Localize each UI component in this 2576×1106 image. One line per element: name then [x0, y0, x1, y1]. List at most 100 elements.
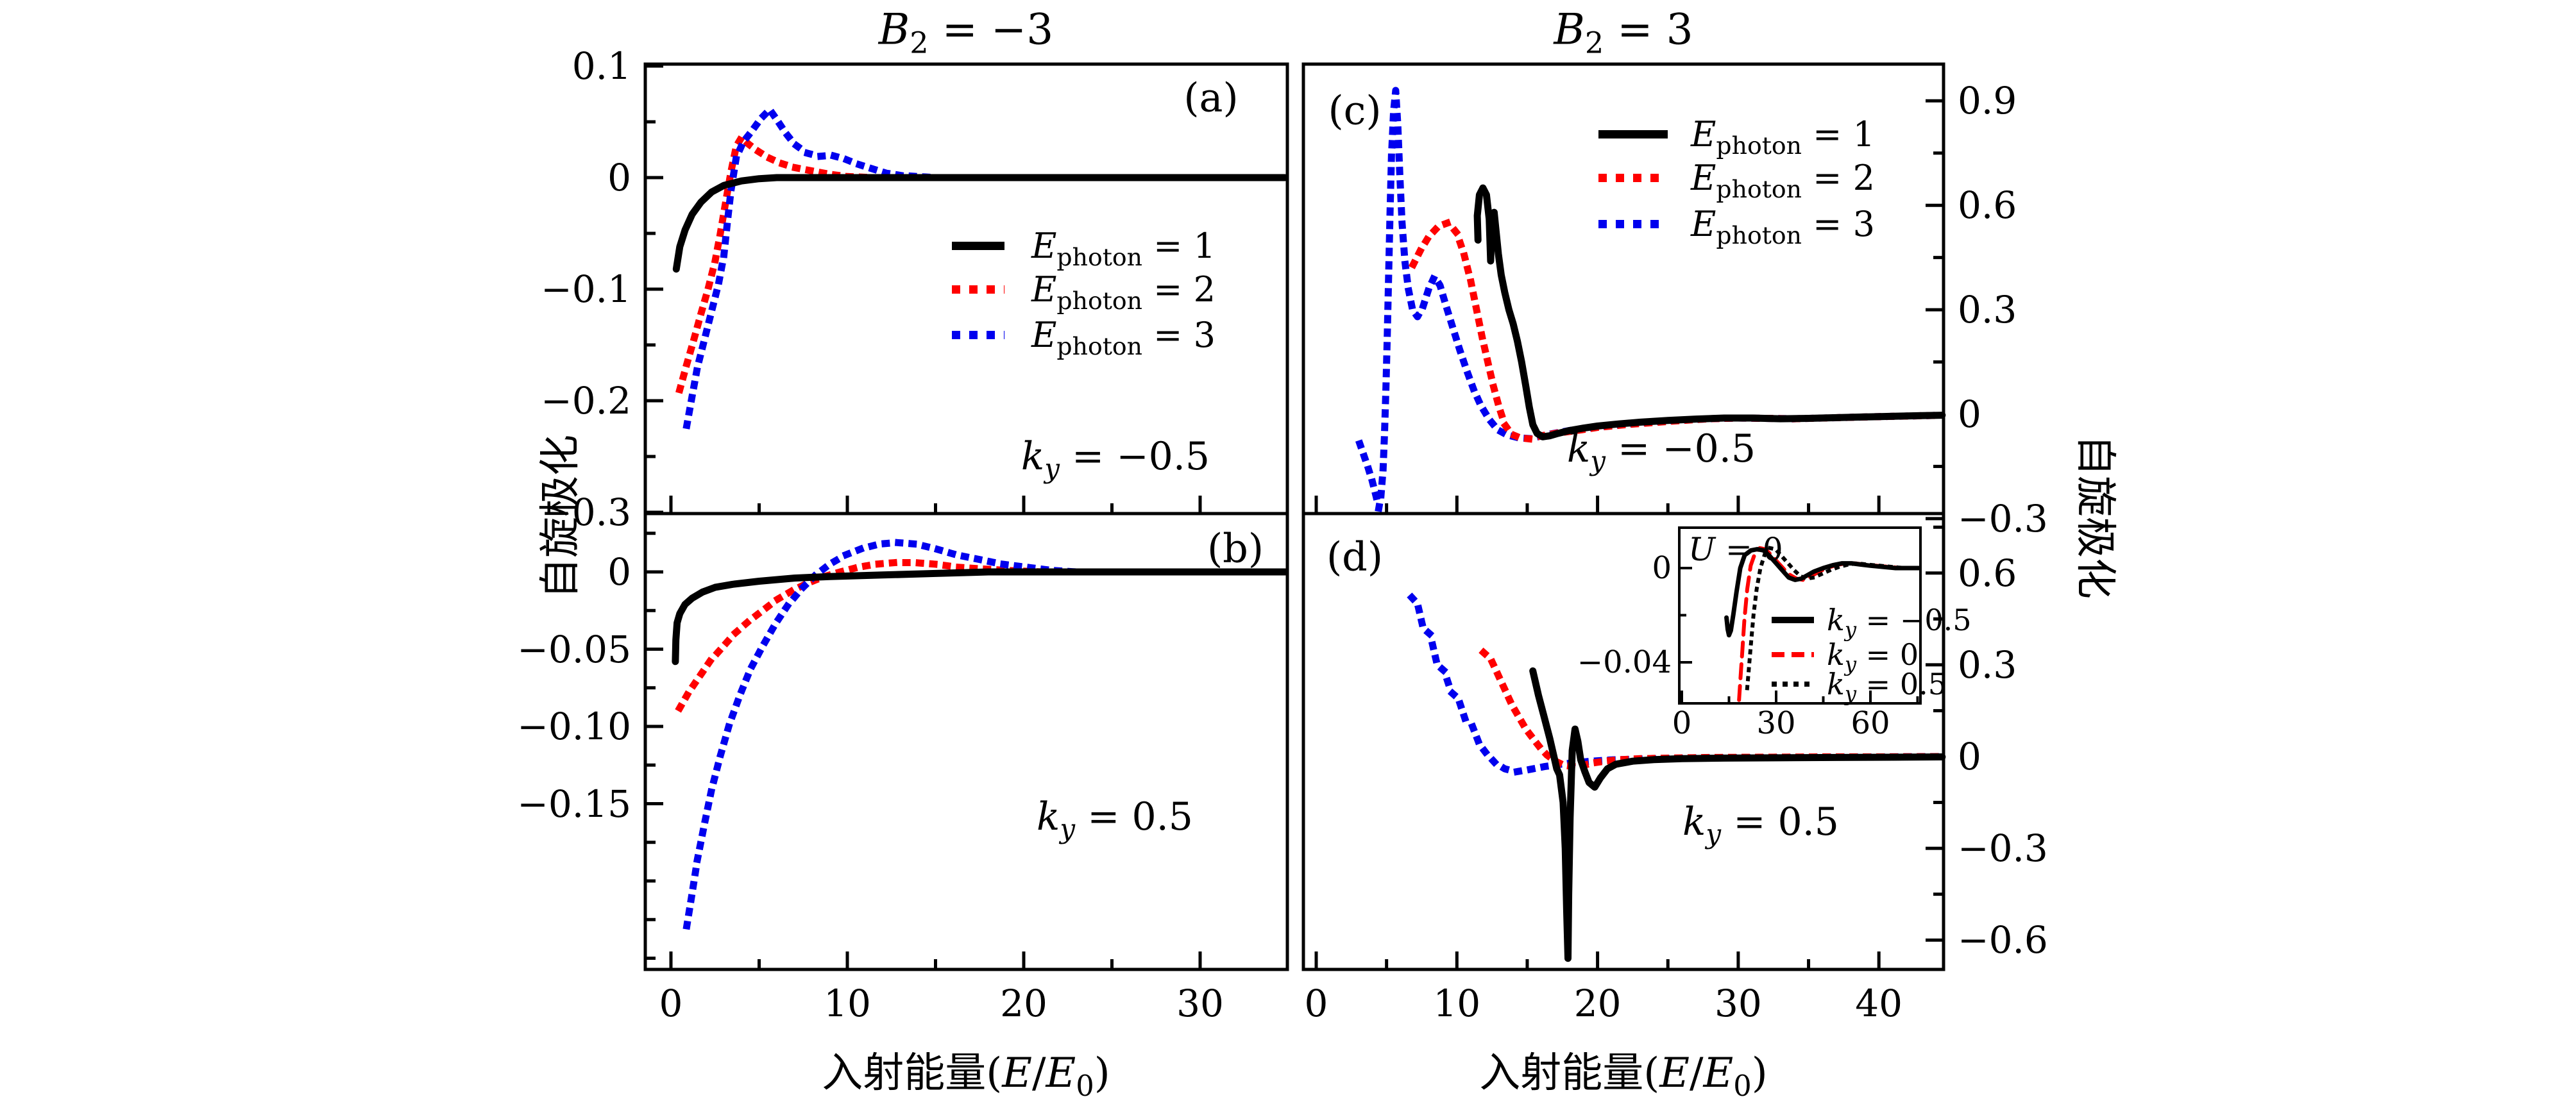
tick-label: 0: [1652, 550, 1672, 586]
tick-label: 0.3: [1958, 642, 2017, 687]
tick-label: 0: [659, 982, 683, 1025]
line-swatch-black-solid: [1598, 130, 1668, 138]
tick-label: 0: [607, 550, 631, 594]
series-e-photon-2: [675, 559, 1289, 713]
panel-label-b: (b): [1207, 524, 1264, 572]
annotation-ky-panel-a: ky = −0.5: [1021, 434, 1210, 482]
series-e-photon-1: [672, 174, 1289, 273]
x-axis-label-left: 入射能量(E/E0): [822, 1040, 1110, 1100]
x-axis-label-right: 入射能量(E/E0): [1479, 1040, 1767, 1100]
legend-item-ephoton-1: Ephoton = 1: [1598, 114, 1875, 160]
x-axis-label-E: E: [1002, 1050, 1032, 1097]
line-swatch-black-solid: [1772, 617, 1814, 623]
line-swatch-black-solid: [952, 242, 1004, 250]
legend-item-label: ky = −0.5: [1827, 603, 1972, 642]
axes-frame: [643, 512, 1289, 971]
tick-label: 60: [1851, 705, 1890, 741]
tick-label: −0.3: [1958, 496, 2048, 540]
tick-label: 0: [1958, 735, 1981, 778]
legend-item-ky-05: ky = 0.5: [1772, 667, 1947, 707]
legend-item-ky-0: ky = 0: [1772, 637, 1919, 677]
series-e-photon-1: [1473, 184, 1946, 440]
line-swatch-blue-dotted: [1598, 220, 1668, 228]
series-e-photon-3: [682, 106, 1289, 430]
series-ky-0-5: [1745, 546, 1921, 691]
x-axis-label-E0: E: [1046, 1050, 1076, 1097]
tick-label: 0.9: [1958, 79, 2017, 123]
tick-label: 20: [1573, 982, 1622, 1025]
series-e-photon-1: [1529, 667, 1946, 962]
series-e-photon-1: [672, 568, 1289, 666]
ky-symbol: k: [1037, 794, 1060, 839]
tick-label: 10: [1433, 982, 1481, 1025]
x-axis-label-E0-sub: 0: [1076, 1068, 1094, 1103]
legend-item-label: ky = 0: [1827, 637, 1919, 677]
annotation-ky-panel-c: ky = −0.5: [1567, 426, 1756, 474]
ky-symbol: k: [1682, 800, 1706, 844]
inset-title-U0: U = 0: [1688, 531, 1783, 568]
legend-item-label: Ephoton = 1: [1031, 226, 1216, 271]
panel-inset: [1678, 526, 1922, 705]
tick-label: 10: [824, 982, 871, 1025]
tick-label: 0: [1958, 392, 1981, 436]
U-value: = 0: [1715, 531, 1783, 568]
legend-item-ephoton-3: Ephoton = 3: [1598, 204, 1875, 249]
tick-label: −0.05: [517, 627, 631, 671]
line-swatch-black-dotted: [1772, 682, 1814, 687]
legend-item-label: Ephoton = 3: [1031, 315, 1216, 360]
legend-item-ephoton-3: Ephoton = 3: [952, 315, 1216, 360]
legend-item-label: ky = 0.5: [1827, 667, 1947, 707]
tick-label: 20: [1000, 982, 1047, 1025]
line-swatch-red-dotted: [1598, 174, 1668, 182]
tick-label: 0: [1672, 705, 1692, 741]
series-e-photon-3: [682, 539, 1289, 930]
title-left-value: = −3: [928, 4, 1054, 54]
U-symbol: U: [1688, 531, 1716, 568]
legend-item-label: Ephoton = 2: [1031, 269, 1216, 315]
tick-label: 40: [1855, 982, 1903, 1025]
legend-item-ephoton-2: Ephoton = 2: [1598, 158, 1875, 201]
panel-a: [643, 62, 1289, 515]
ky-value: = 0.5: [1721, 800, 1839, 844]
tick-label: −0.3: [1958, 826, 2048, 871]
panel-label-a: (a): [1183, 74, 1239, 121]
x-axis-label-slash: /: [1689, 1050, 1704, 1097]
tick-label: 30: [1756, 705, 1796, 741]
ky-subscript: y: [1060, 813, 1076, 844]
tick-label: −0.10: [517, 705, 631, 748]
tick-label: 0.1: [572, 44, 631, 88]
x-axis-label-suffix: ): [1094, 1050, 1110, 1097]
tick-label: 0: [607, 156, 631, 199]
tick-label: −0.15: [517, 782, 631, 826]
legend-item-label: Ephoton = 1: [1691, 114, 1875, 160]
tick-label: 30: [1176, 982, 1224, 1025]
legend-item-ephoton-2: Ephoton = 2: [952, 269, 1216, 315]
x-axis-label-slash: /: [1031, 1050, 1046, 1097]
tick-label: −0.2: [541, 379, 631, 423]
x-axis-label-E0-sub: 0: [1733, 1068, 1752, 1103]
tick-label: 0.3: [1958, 288, 2017, 332]
title-left-symbol: B: [878, 4, 910, 54]
x-axis-label-prefix: 入射能量(: [822, 1050, 1003, 1097]
tick-label: −0.3: [541, 490, 631, 534]
title-right-value: = 3: [1604, 4, 1693, 54]
tick-label: 0.6: [1958, 551, 2017, 595]
ky-symbol: k: [1021, 434, 1045, 479]
ky-subscript: y: [1706, 818, 1722, 850]
x-axis-label-E0: E: [1703, 1050, 1734, 1097]
legend-item-ephoton-1: Ephoton = 1: [952, 226, 1216, 271]
x-axis-label-prefix: 入射能量(: [1479, 1050, 1660, 1097]
line-swatch-red-dotted: [952, 285, 1004, 294]
legend-item-ky-neg05: ky = −0.5: [1772, 603, 1972, 642]
title-right-column: B2 = 3: [1554, 4, 1693, 58]
legend-item-label: Ephoton = 3: [1691, 204, 1875, 249]
ky-value: = −0.5: [1605, 426, 1756, 471]
line-swatch-blue-dotted: [952, 331, 1004, 339]
tick-label: −0.1: [541, 267, 631, 311]
tick-label: 30: [1714, 982, 1762, 1025]
title-right-symbol: B: [1554, 4, 1585, 54]
x-axis-label-E: E: [1659, 1050, 1690, 1097]
panel-label-d: (d): [1326, 533, 1384, 580]
